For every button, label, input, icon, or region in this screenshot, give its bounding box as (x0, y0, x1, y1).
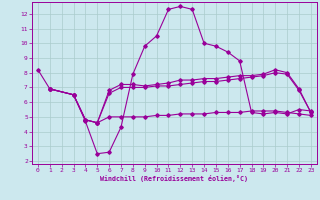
X-axis label: Windchill (Refroidissement éolien,°C): Windchill (Refroidissement éolien,°C) (100, 175, 248, 182)
